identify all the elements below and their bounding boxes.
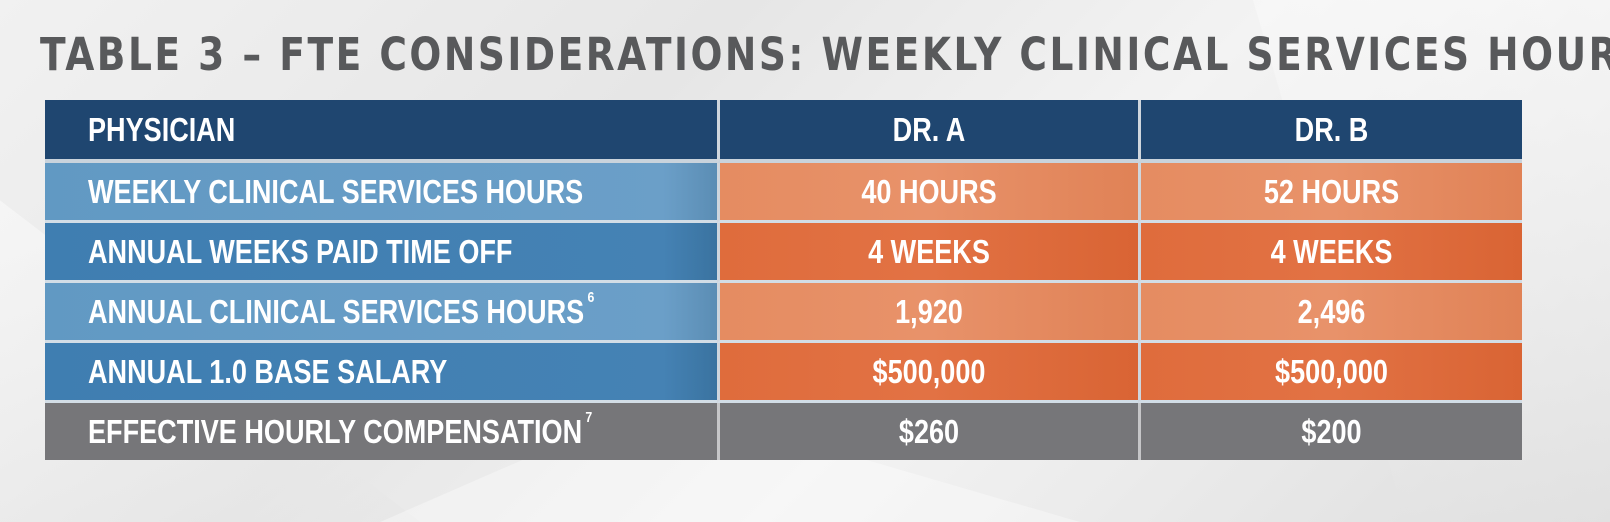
header-label: DR. A [892, 110, 966, 148]
dr-b-value-cell: 4 WEEKS [1138, 223, 1522, 283]
table-row: ANNUAL 1.0 BASE SALARY $500,000 $500,000 [45, 343, 1522, 403]
table-title: TABLE 3 – FTE CONSIDERATIONS: WEEKLY CLI… [40, 28, 1610, 81]
table-row: ANNUAL WEEKS PAID TIME OFF 4 WEEKS 4 WEE… [45, 223, 1522, 283]
cell-value: $200 [1301, 412, 1362, 450]
dr-a-value-cell: 4 WEEKS [717, 223, 1138, 283]
header-dr-a: DR. A [717, 100, 1138, 163]
header-physician: PHYSICIAN [45, 100, 717, 163]
cell-value: $500,000 [1275, 352, 1388, 390]
row-label: ANNUAL WEEKS PAID TIME OFF [88, 232, 513, 270]
dr-a-value-cell: 40 HOURS [717, 163, 1138, 223]
fte-table: PHYSICIAN DR. A DR. B WEEKLY CLINICAL SE… [45, 100, 1522, 460]
table-row: ANNUAL CLINICAL SERVICES HOURS 6 1,920 2,… [45, 283, 1522, 343]
dr-a-value-cell: 1,920 [717, 283, 1138, 343]
dr-b-value-cell: $500,000 [1138, 343, 1522, 403]
row-label-cell: ANNUAL 1.0 BASE SALARY [45, 343, 717, 403]
header-label: PHYSICIAN [88, 110, 236, 148]
header-label: DR. B [1294, 110, 1369, 148]
cell-value: 4 WEEKS [868, 232, 990, 270]
row-label: WEEKLY CLINICAL SERVICES HOURS [88, 172, 584, 210]
table-row: WEEKLY CLINICAL SERVICES HOURS 40 HOURS … [45, 163, 1522, 223]
row-label: ANNUAL 1.0 BASE SALARY [88, 352, 448, 390]
row-label-cell: WEEKLY CLINICAL SERVICES HOURS [45, 163, 717, 223]
cell-value: 52 HOURS [1263, 172, 1400, 210]
table-row: EFFECTIVE HOURLY COMPENSATION 7 $260 $200 [45, 403, 1522, 460]
cell-value: 1,920 [895, 292, 963, 330]
table-header-row: PHYSICIAN DR. A DR. B [45, 100, 1522, 163]
row-label-cell: ANNUAL CLINICAL SERVICES HOURS 6 [45, 283, 717, 343]
dr-b-value-cell: 2,496 [1138, 283, 1522, 343]
row-label-cell: EFFECTIVE HOURLY COMPENSATION 7 [45, 403, 717, 460]
cell-value: 40 HOURS [861, 172, 997, 210]
cell-value: 4 WEEKS [1270, 232, 1393, 270]
row-label: EFFECTIVE HOURLY COMPENSATION [88, 412, 583, 450]
row-label: ANNUAL CLINICAL SERVICES HOURS [88, 292, 585, 330]
dr-a-value-cell: $500,000 [717, 343, 1138, 403]
cell-value: $260 [898, 412, 960, 450]
footnote-marker: 7 [585, 408, 593, 426]
header-dr-b: DR. B [1138, 100, 1522, 163]
cell-value: $500,000 [872, 352, 986, 390]
dr-a-value-cell: $260 [717, 403, 1138, 460]
row-label-cell: ANNUAL WEEKS PAID TIME OFF [45, 223, 717, 283]
dr-b-value-cell: 52 HOURS [1138, 163, 1522, 223]
footnote-marker: 6 [587, 288, 595, 306]
dr-b-value-cell: $200 [1138, 403, 1522, 460]
cell-value: 2,496 [1297, 292, 1366, 330]
